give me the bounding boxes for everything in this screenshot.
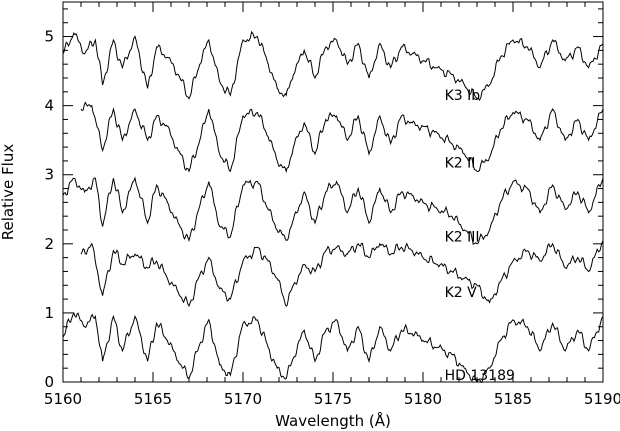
series-labels: K3 Ib K2 II K2 III K2 V HD 13189 bbox=[445, 88, 515, 384]
x-axis-title: Wavelength (Å) bbox=[275, 411, 391, 430]
x-tick-label: 5190 bbox=[584, 390, 620, 408]
x-tick-label: 5170 bbox=[224, 390, 262, 408]
y-tick-label: 5 bbox=[44, 28, 54, 46]
y-tick-label: 3 bbox=[44, 166, 54, 184]
series-label-1: K2 II bbox=[445, 155, 476, 171]
y-axis-title: Relative Flux bbox=[0, 144, 17, 241]
series-label-3: K2 V bbox=[445, 285, 478, 301]
series-label-0: K3 Ib bbox=[445, 88, 481, 104]
series-line-3 bbox=[80, 240, 604, 308]
y-tick-label: 0 bbox=[44, 373, 54, 391]
x-tick-label: 5180 bbox=[404, 390, 442, 408]
series-line-4 bbox=[62, 311, 604, 383]
axis-ticks bbox=[62, 2, 604, 383]
x-tick-label: 5185 bbox=[494, 390, 532, 408]
y-tick-label: 2 bbox=[44, 235, 54, 253]
series-lines bbox=[62, 30, 604, 383]
y-tick-label: 1 bbox=[44, 304, 54, 322]
tick-labels: 5160 5165 5170 5175 5180 5185 5190 0 1 2 3 4 5 bbox=[44, 28, 620, 408]
series-label-2: K2 III bbox=[445, 230, 480, 246]
y-tick-label: 4 bbox=[44, 97, 54, 115]
series-line-0 bbox=[62, 30, 604, 101]
series-label-4: HD 13189 bbox=[445, 368, 515, 384]
plot-frame bbox=[62, 1, 604, 383]
x-tick-label: 5175 bbox=[314, 390, 352, 408]
series-line-2 bbox=[62, 176, 604, 245]
x-tick-label: 5165 bbox=[134, 390, 172, 408]
x-tick-label: 5160 bbox=[44, 390, 82, 408]
series-line-1 bbox=[80, 101, 604, 174]
